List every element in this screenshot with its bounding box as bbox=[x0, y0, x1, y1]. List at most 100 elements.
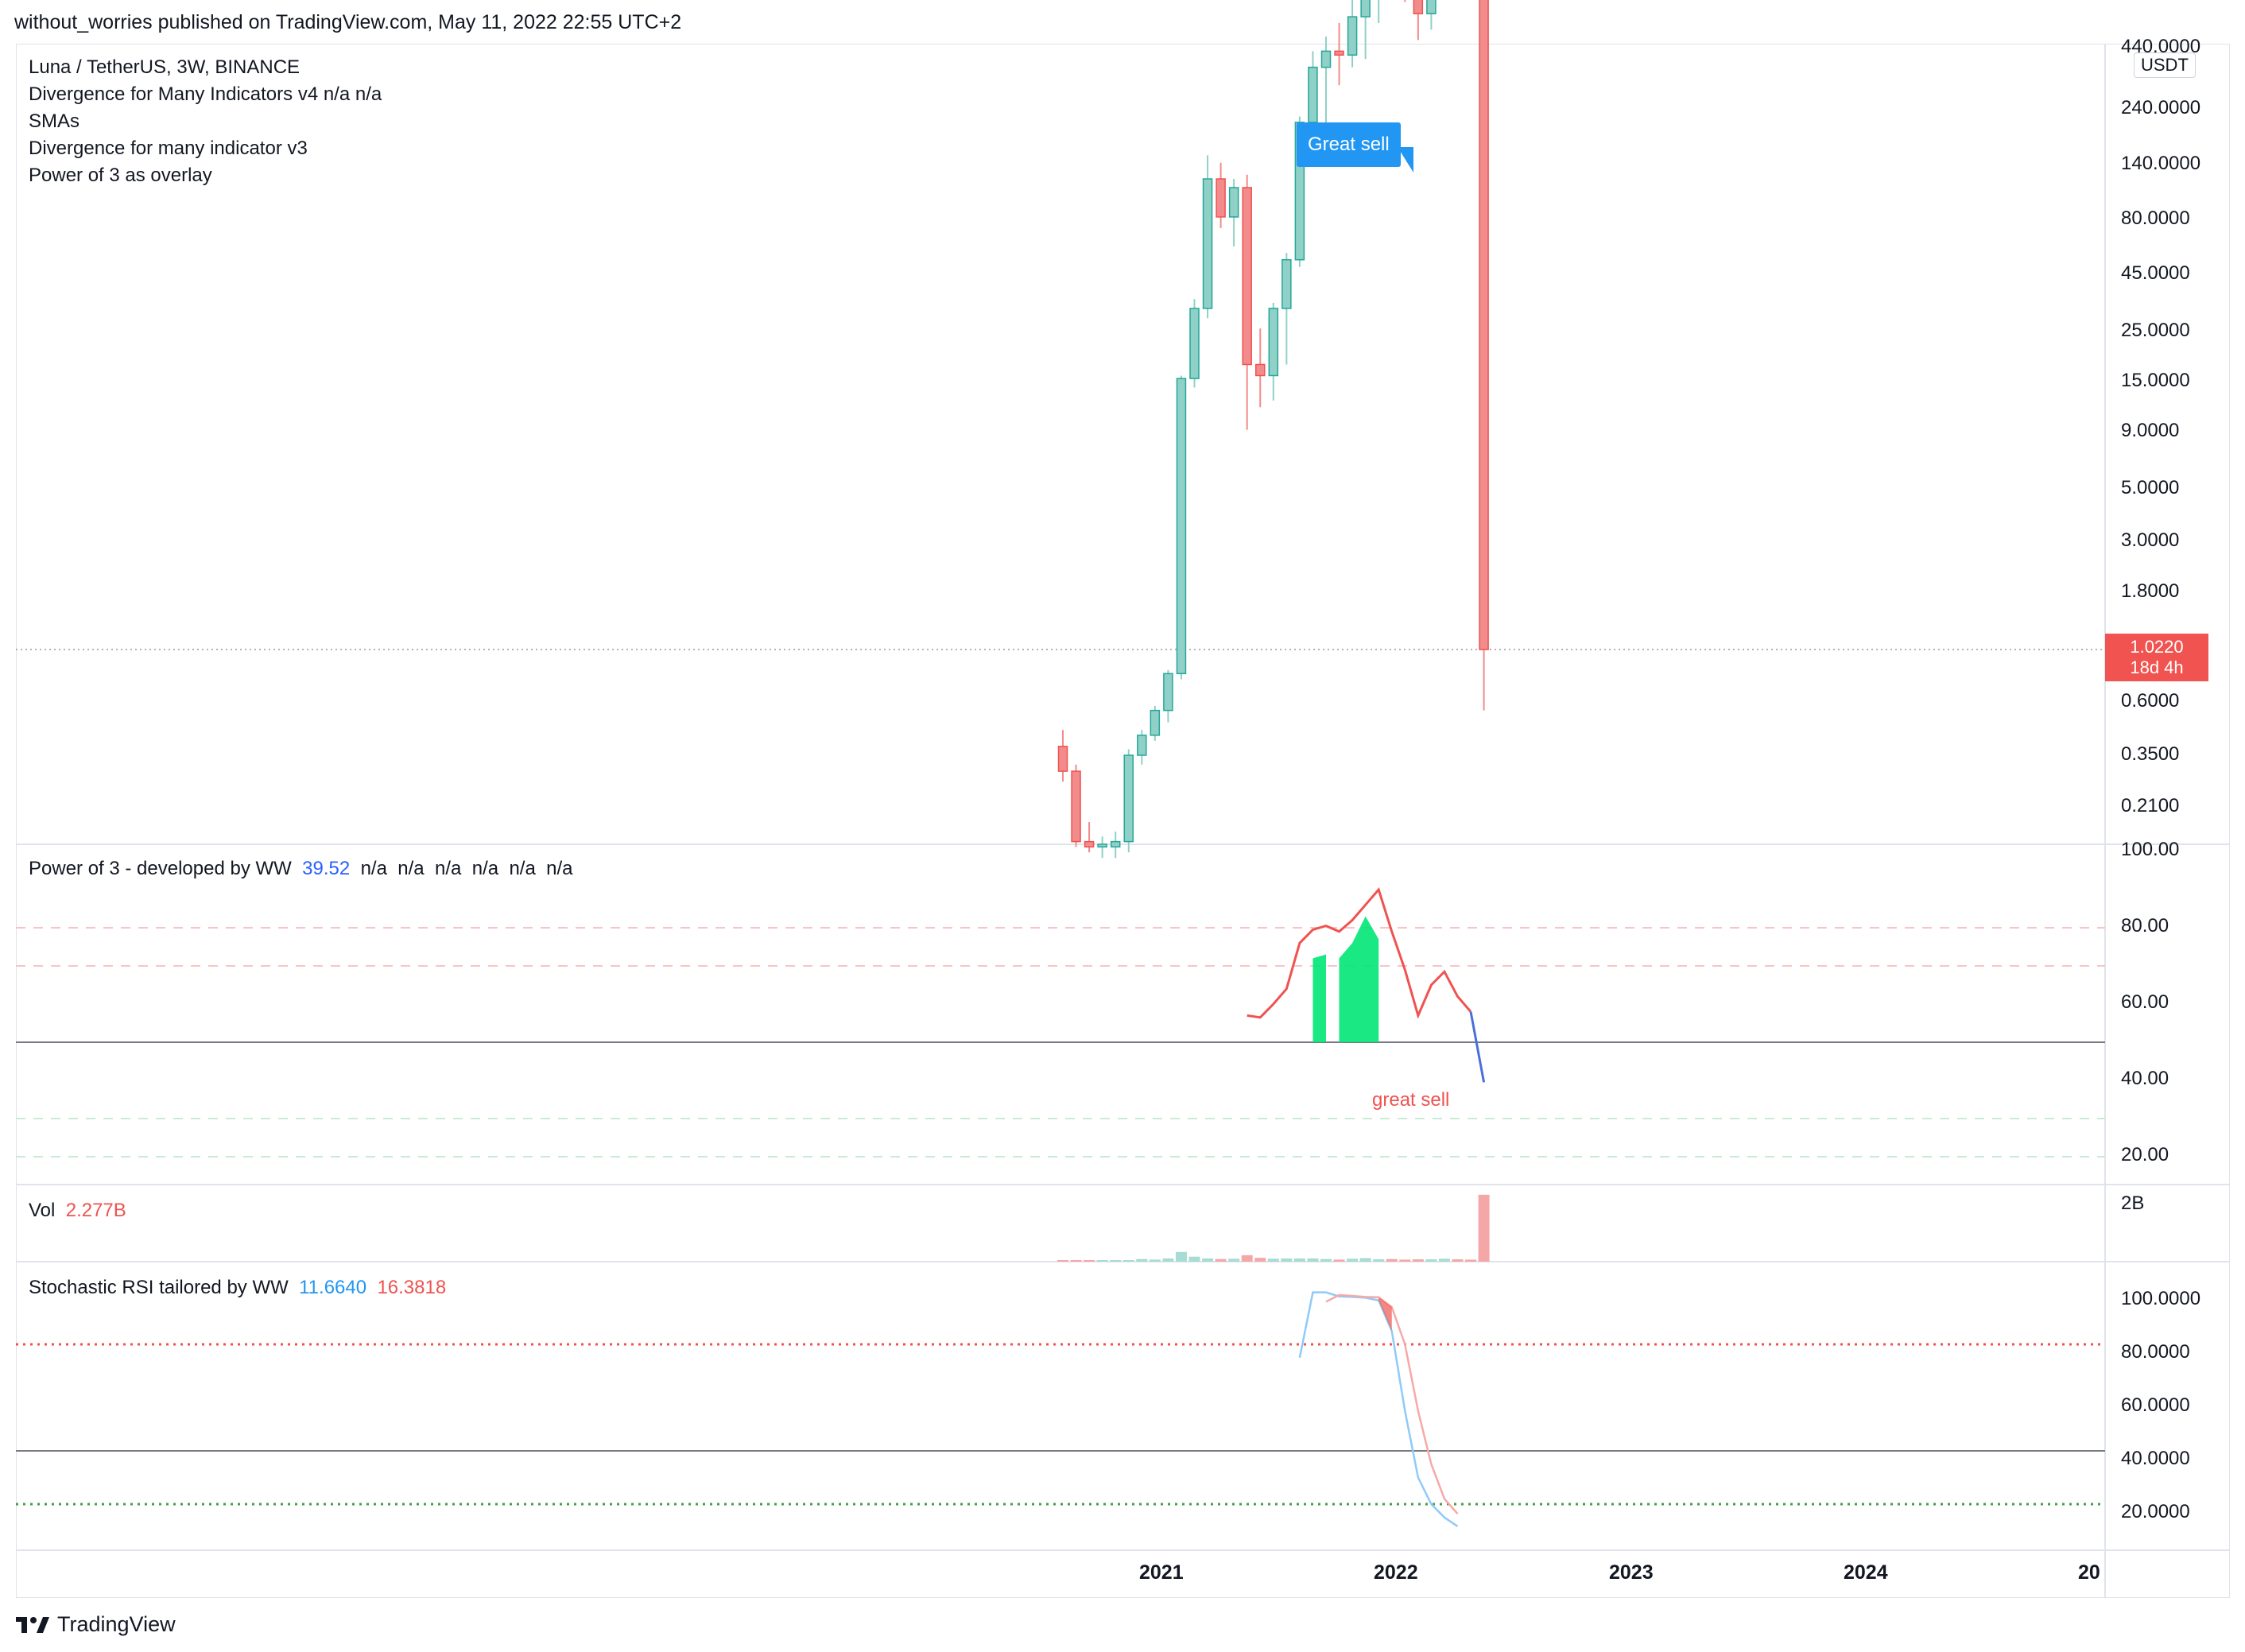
price-tick: 240.0000 bbox=[2121, 97, 2201, 118]
stoch-tick: 20.0000 bbox=[2121, 1501, 2190, 1522]
power-title: Power of 3 - developed by WW bbox=[29, 858, 292, 879]
power-tick: 100.00 bbox=[2121, 839, 2180, 860]
candle-body bbox=[1308, 66, 1318, 123]
vol-tick: 2B bbox=[2121, 1192, 2145, 1214]
volume-bar bbox=[1359, 1258, 1371, 1262]
candle-body bbox=[1163, 673, 1173, 712]
price-tick: 0.6000 bbox=[2121, 690, 2180, 712]
legend-indicator-divergence-v4[interactable]: Divergence for Many Indicators v4 n/a n/… bbox=[29, 83, 382, 105]
volume-bar bbox=[1293, 1258, 1305, 1262]
time-tick: 2022 bbox=[1374, 1561, 1418, 1584]
price-tick: 80.0000 bbox=[2121, 207, 2190, 229]
legend-symbol[interactable]: Luna / TetherUS, 3W, BINANCE bbox=[29, 56, 300, 78]
time-tick: 2021 bbox=[1139, 1561, 1184, 1584]
candle-body bbox=[1150, 709, 1161, 736]
volume-bar bbox=[1228, 1258, 1240, 1262]
candle-body bbox=[1057, 746, 1068, 772]
candle-body bbox=[1176, 378, 1187, 675]
volume-bar bbox=[1425, 1259, 1437, 1262]
power-of-3-pane bbox=[16, 886, 2105, 1158]
volume-bar bbox=[1386, 1258, 1398, 1262]
stochastic-rsi-pane bbox=[16, 1291, 2105, 1527]
footer-brand[interactable]: TradingView bbox=[16, 1612, 176, 1637]
volume-bar bbox=[1096, 1260, 1108, 1262]
candle-body bbox=[1426, 0, 1437, 14]
time-axis[interactable]: 2021 2022 2023 2024 20 bbox=[0, 1561, 2107, 1593]
price-tick: 0.2100 bbox=[2121, 795, 2180, 816]
stoch-k-value: 11.6640 bbox=[299, 1277, 367, 1298]
price-tick: 0.3500 bbox=[2121, 743, 2180, 765]
candle-body bbox=[1071, 770, 1081, 843]
price-tick: 15.0000 bbox=[2121, 370, 2190, 391]
publisher-header: without_worries published on TradingView… bbox=[14, 11, 682, 33]
vol-legend[interactable]: Vol 2.277B bbox=[29, 1197, 126, 1224]
candle-body bbox=[1334, 50, 1344, 56]
candle-body bbox=[1360, 0, 1371, 17]
volume-bar bbox=[1412, 1259, 1424, 1262]
chart-container[interactable] bbox=[16, 44, 2230, 1598]
bar-countdown: 18d 4h bbox=[2130, 657, 2184, 677]
volume-bar bbox=[1202, 1258, 1214, 1262]
power-na: n/a bbox=[397, 858, 425, 879]
price-tick: 3.0000 bbox=[2121, 529, 2180, 551]
price-tick: 25.0000 bbox=[2121, 320, 2190, 341]
power-value: 39.52 bbox=[302, 858, 351, 879]
volume-bar bbox=[1254, 1258, 1266, 1262]
stoch-tick: 60.0000 bbox=[2121, 1394, 2190, 1416]
power-area-fill bbox=[1339, 916, 1379, 1042]
legend-indicator-smas[interactable]: SMAs bbox=[29, 111, 80, 132]
power-line bbox=[1247, 886, 1472, 1019]
power-legend[interactable]: Power of 3 - developed by WW 39.52 n/a n… bbox=[29, 855, 573, 882]
great-sell-annotation: great sell bbox=[1372, 1089, 1450, 1111]
power-tick: 40.00 bbox=[2121, 1068, 2169, 1089]
volume-bar bbox=[1465, 1259, 1477, 1262]
candle-body bbox=[1281, 258, 1292, 309]
vol-title: Vol bbox=[29, 1200, 56, 1221]
volume-pane bbox=[1057, 1194, 1490, 1262]
power-tick: 60.00 bbox=[2121, 991, 2169, 1013]
great-sell-callout[interactable]: Great sell bbox=[1297, 122, 1401, 167]
footer-brand-text: TradingView bbox=[57, 1612, 176, 1636]
currency-badge[interactable]: USDT bbox=[2134, 52, 2196, 78]
stoch-cross-fill bbox=[1378, 1297, 1392, 1332]
price-tick: 9.0000 bbox=[2121, 420, 2180, 441]
candle-body bbox=[1097, 843, 1107, 848]
candle-body bbox=[1479, 0, 1489, 650]
candle-body bbox=[1347, 16, 1358, 56]
candle-body bbox=[1123, 754, 1134, 843]
candle-body bbox=[1268, 308, 1279, 377]
volume-bar bbox=[1084, 1260, 1095, 1262]
volume-bar bbox=[1347, 1258, 1359, 1262]
price-tick: 45.0000 bbox=[2121, 262, 2190, 284]
stoch-k-line bbox=[1298, 1291, 1459, 1527]
candle-body bbox=[1242, 187, 1252, 366]
vol-value: 2.277B bbox=[65, 1200, 126, 1221]
legend-indicator-power-of-3-overlay[interactable]: Power of 3 as overlay bbox=[29, 165, 212, 186]
volume-bar bbox=[1162, 1258, 1174, 1262]
last-price-value: 1.0220 bbox=[2130, 637, 2184, 657]
power-area-fill bbox=[1312, 954, 1326, 1042]
volume-bar bbox=[1478, 1194, 1490, 1262]
volume-bar bbox=[1110, 1260, 1122, 1262]
price-tick: 140.0000 bbox=[2121, 153, 2201, 174]
candle-body bbox=[1294, 122, 1305, 261]
stoch-tick: 40.0000 bbox=[2121, 1448, 2190, 1469]
stoch-d-value: 16.3818 bbox=[377, 1277, 447, 1298]
power-na: n/a bbox=[360, 858, 387, 879]
candle-body bbox=[1413, 0, 1424, 14]
candle-body bbox=[1228, 187, 1239, 218]
volume-bar bbox=[1188, 1256, 1200, 1262]
stoch-title: Stochastic RSI tailored by WW bbox=[29, 1277, 289, 1298]
stoch-legend[interactable]: Stochastic RSI tailored by WW 11.6640 16… bbox=[29, 1274, 446, 1301]
volume-bar bbox=[1175, 1251, 1187, 1262]
legend-indicator-divergence-v3[interactable]: Divergence for many indicator v3 bbox=[29, 138, 308, 159]
volume-bar bbox=[1333, 1259, 1345, 1262]
candle-body bbox=[1084, 840, 1095, 848]
last-price-tag: 1.0220 18d 4h bbox=[2105, 634, 2208, 681]
power-na: n/a bbox=[435, 858, 462, 879]
power-tick: 80.00 bbox=[2121, 915, 2169, 937]
time-tick: 2024 bbox=[1844, 1561, 1888, 1584]
callout-pointer-icon bbox=[1398, 147, 1413, 173]
volume-bar bbox=[1320, 1258, 1332, 1262]
